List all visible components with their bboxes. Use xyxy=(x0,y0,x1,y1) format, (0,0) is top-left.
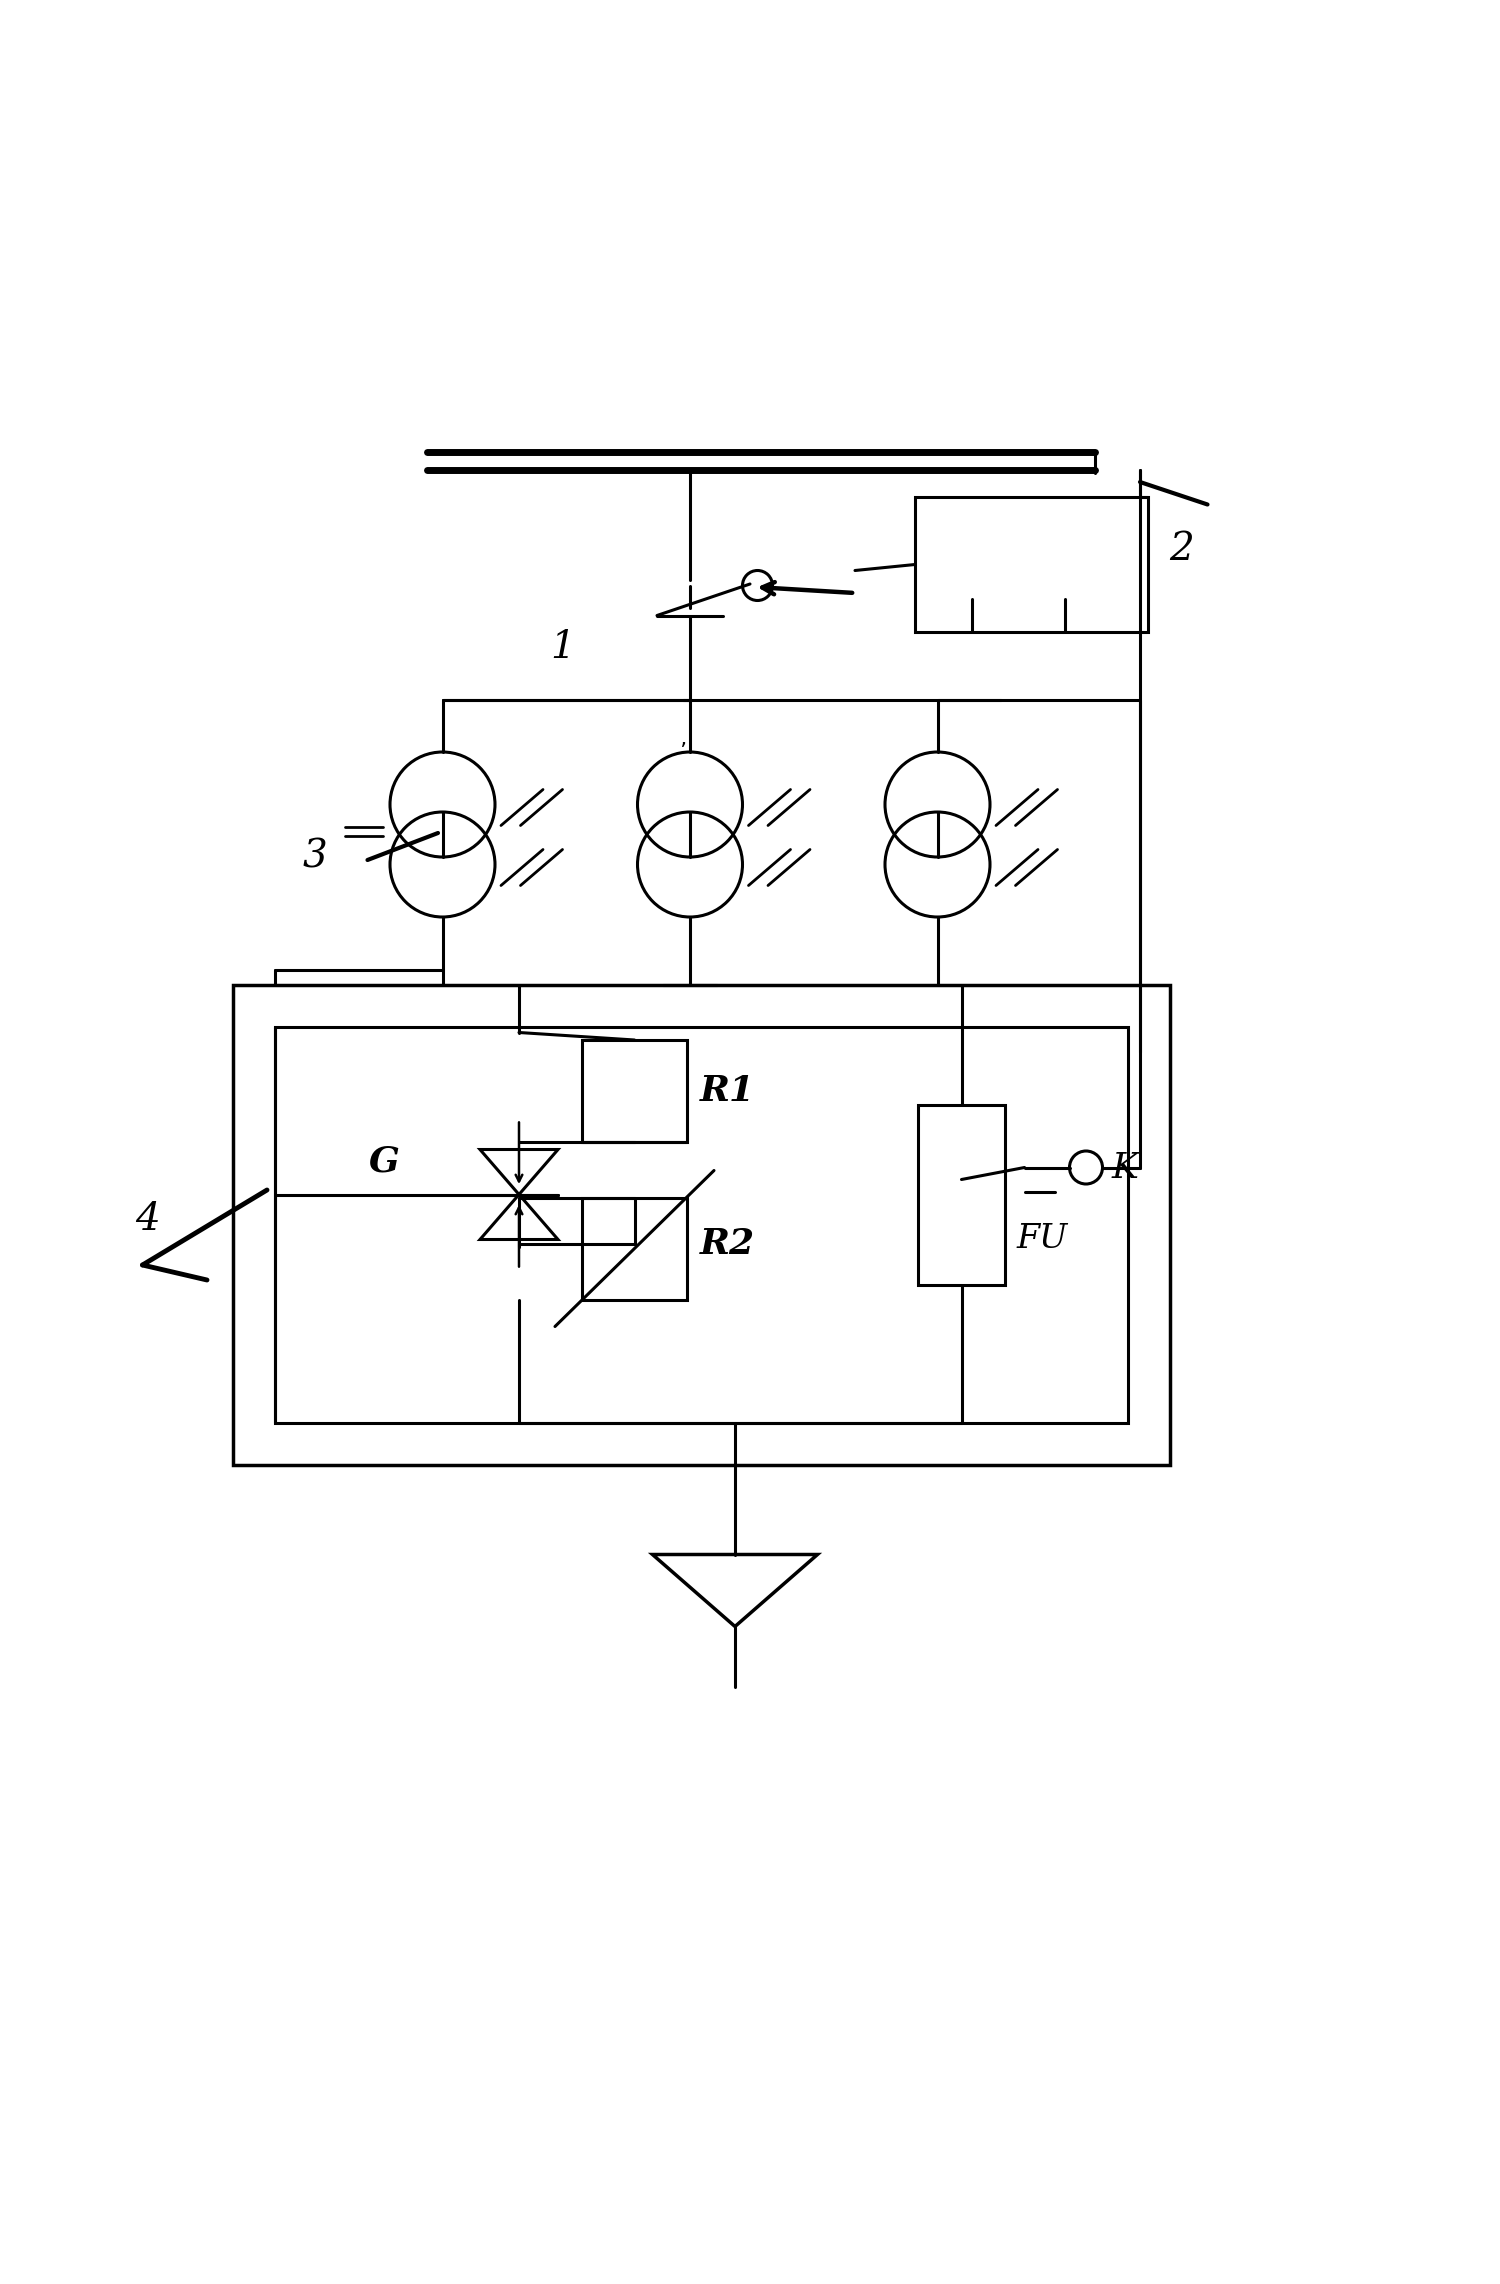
Text: K: K xyxy=(1112,1151,1138,1185)
Text: 4: 4 xyxy=(135,1201,159,1238)
Bar xyxy=(918,1105,1005,1284)
Text: 1: 1 xyxy=(550,628,574,665)
Text: G: G xyxy=(369,1144,399,1179)
Text: R1: R1 xyxy=(700,1073,754,1108)
Text: FU: FU xyxy=(1017,1224,1068,1256)
Text: ’: ’ xyxy=(680,742,686,763)
Bar xyxy=(582,1039,687,1142)
Bar xyxy=(232,984,1170,1464)
Bar xyxy=(582,1197,687,1300)
Text: 2: 2 xyxy=(1170,530,1194,569)
Bar xyxy=(915,498,1148,633)
Bar xyxy=(274,1026,1128,1423)
Text: R2: R2 xyxy=(700,1227,754,1261)
Text: 3: 3 xyxy=(303,838,327,875)
